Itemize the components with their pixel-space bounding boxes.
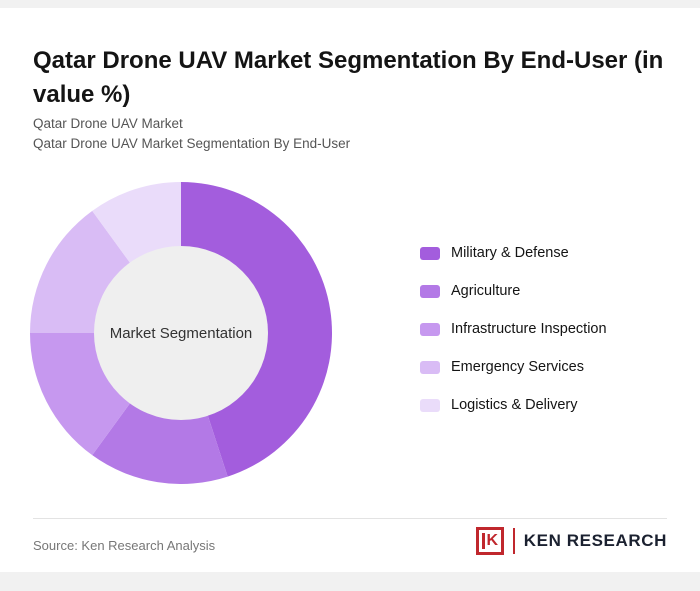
ken-research-logo: K KEN RESEARCH	[475, 527, 667, 555]
logo-separator	[512, 528, 515, 554]
legend-swatch	[420, 398, 440, 412]
legend-swatch	[420, 360, 440, 374]
legend-label: Emergency Services	[451, 359, 584, 375]
subtitle-segmentation: Qatar Drone UAV Market Segmentation By E…	[33, 136, 351, 151]
subtitle-market: Qatar Drone UAV Market	[33, 116, 183, 131]
legend-label: Logistics & Delivery	[451, 397, 578, 413]
legend-label: Agriculture	[451, 283, 521, 299]
legend: Military & Defense Agriculture Infrastruct…	[420, 245, 607, 413]
logo-letter: K	[481, 533, 498, 549]
legend-swatch	[420, 246, 440, 260]
legend-item: Emergency Services	[420, 359, 607, 375]
donut-chart: Market Segmentation	[30, 182, 332, 484]
legend-label: Military & Defense	[451, 245, 569, 261]
legend-item: Agriculture	[420, 283, 607, 299]
logo-brand-name: KEN RESEARCH	[523, 531, 667, 550]
footer-divider	[33, 518, 667, 519]
legend-item: Infrastructure Inspection	[420, 321, 607, 337]
source-text: Source: Ken Research Analysis	[33, 538, 216, 553]
legend-item: Military & Defense	[420, 245, 607, 261]
legend-item: Logistics & Delivery	[420, 397, 607, 413]
legend-swatch	[420, 284, 440, 298]
logo-mark-icon: K	[475, 527, 504, 555]
donut-hole	[94, 246, 268, 420]
legend-label: Infrastructure Inspection	[451, 321, 607, 337]
legend-swatch	[420, 322, 440, 336]
page-title: Qatar Drone UAV Market Segmentation By E…	[33, 47, 664, 108]
